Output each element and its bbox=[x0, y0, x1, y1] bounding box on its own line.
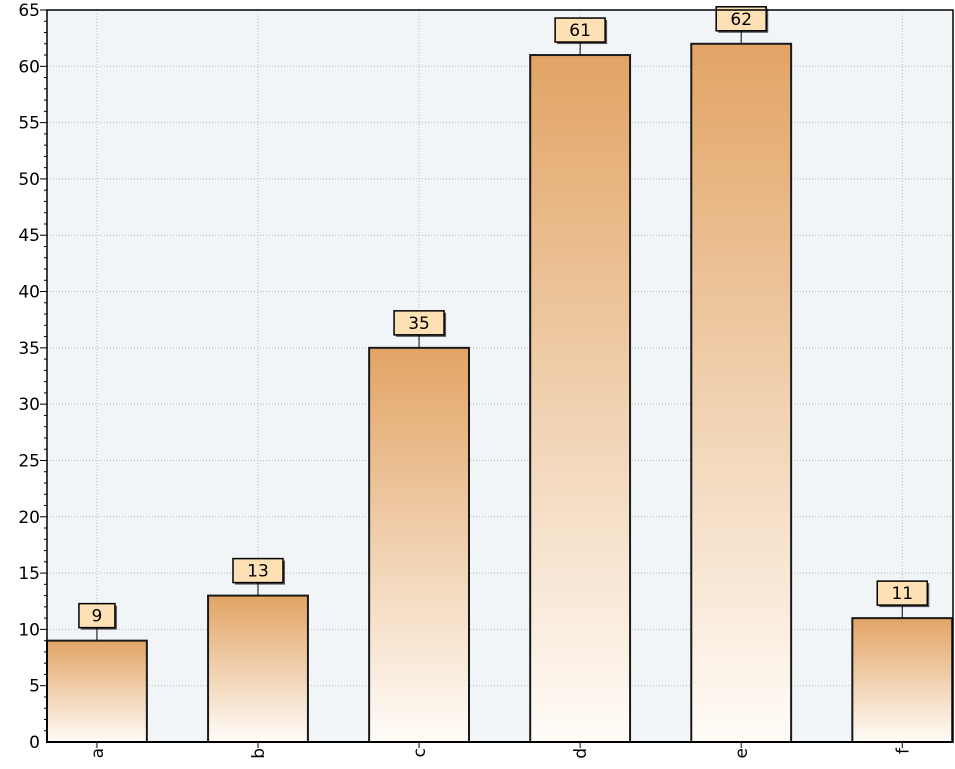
x-tick-label-d: d bbox=[571, 748, 591, 759]
y-tick-label: 15 bbox=[18, 564, 40, 584]
y-tick-label: 20 bbox=[18, 508, 40, 528]
y-tick-label: 45 bbox=[18, 226, 40, 246]
data-label-a: 9 bbox=[92, 607, 103, 627]
x-tick-label-a: a bbox=[88, 748, 108, 758]
data-label-c: 35 bbox=[408, 314, 430, 334]
y-tick-label: 55 bbox=[18, 114, 40, 134]
bar-a bbox=[46, 639, 148, 744]
bar-e bbox=[690, 42, 793, 744]
data-label-box bbox=[876, 580, 929, 606]
data-label-box bbox=[554, 17, 606, 43]
data-label-f: 11 bbox=[891, 584, 913, 604]
y-tick-label: 30 bbox=[18, 395, 40, 415]
y-tick-label: 10 bbox=[18, 620, 40, 640]
y-tick-label: 50 bbox=[18, 170, 40, 190]
data-label-b: 13 bbox=[247, 562, 269, 582]
bar-c bbox=[368, 346, 470, 743]
y-tick-label: 40 bbox=[18, 283, 40, 303]
data-label-d: 61 bbox=[569, 21, 591, 41]
bar-b bbox=[207, 594, 309, 743]
y-tick-label: 0 bbox=[29, 733, 40, 753]
y-tick-label: 60 bbox=[18, 57, 40, 77]
y-tick-label: 5 bbox=[29, 677, 40, 697]
axes: 0 5 10 15 20 25 30 35 40 45 50 55 60 65 a b c d e f bbox=[18, 1, 954, 759]
data-label-e: 62 bbox=[730, 10, 752, 30]
x-tick-label-e: e bbox=[732, 748, 752, 758]
data-label-box bbox=[715, 6, 767, 32]
bars bbox=[46, 42, 954, 744]
x-tick-label-f: f bbox=[893, 747, 913, 754]
data-labels: 9 13 35 61 62 11 bbox=[78, 6, 930, 641]
bar-f bbox=[851, 617, 954, 743]
plot-area bbox=[47, 10, 953, 742]
x-tick-label-c: c bbox=[410, 748, 430, 757]
y-tick-label: 35 bbox=[18, 339, 40, 359]
bar-d bbox=[529, 54, 632, 744]
y-tick-label: 25 bbox=[18, 451, 40, 471]
y-tick-label: 65 bbox=[18, 1, 40, 21]
x-tick-label-b: b bbox=[249, 748, 269, 759]
